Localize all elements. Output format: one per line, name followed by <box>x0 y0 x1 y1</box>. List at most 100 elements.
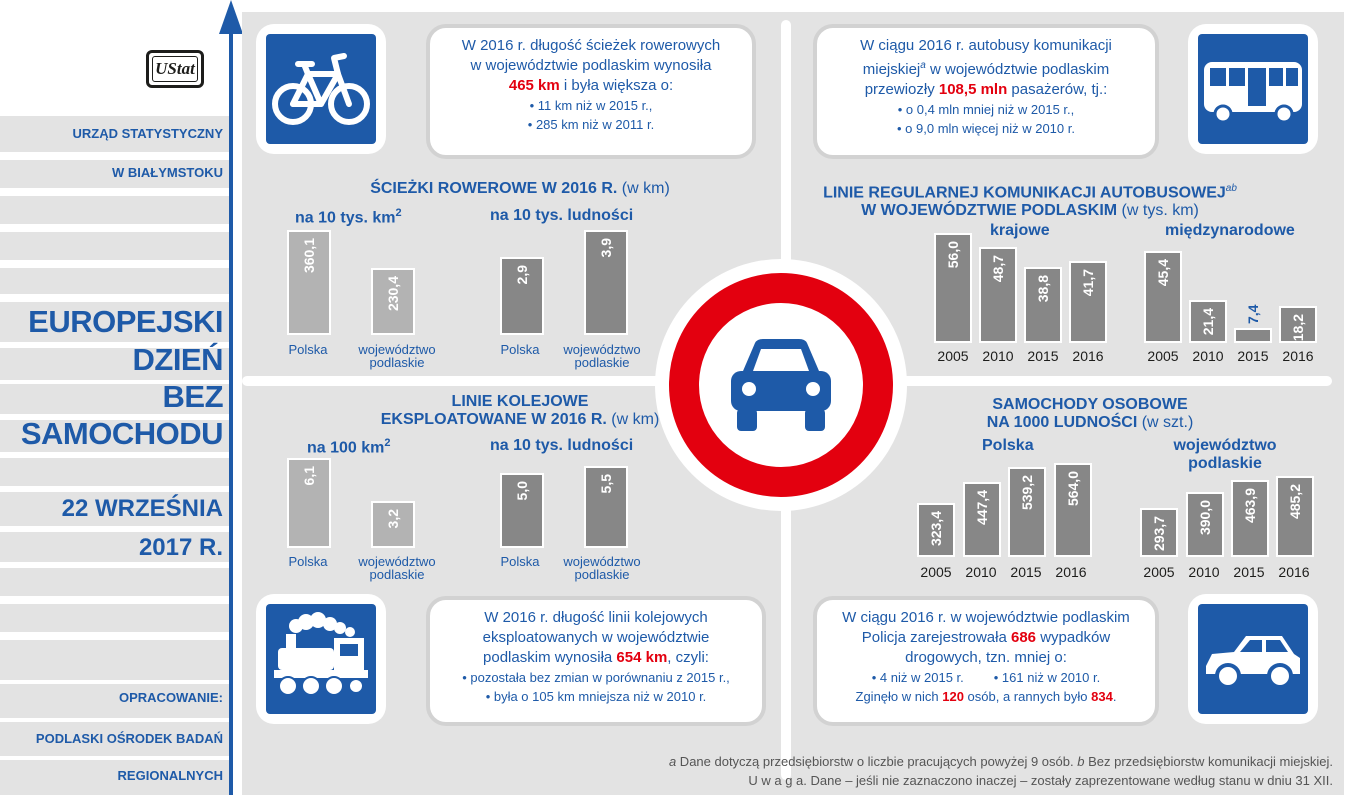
sidebar-stripe <box>0 760 230 795</box>
bus-chart-title: LINIE REGULARNEJ KOMUNIKACJI AUTOBUSOWEJ… <box>820 180 1240 220</box>
panel-label-line: województwo <box>1173 437 1277 454</box>
callout-bullet: • o 9,0 mln więcej niż w 2010 r. <box>897 121 1075 136</box>
sidebar-stripe <box>0 160 230 188</box>
bus-callout: W ciągu 2016 r. autobusy komunikacji mie… <box>813 24 1159 159</box>
cars-bar: 447,4 <box>963 482 1001 557</box>
cars-category-label: 2010 <box>965 564 997 580</box>
bike-panel-label-population: na 10 tys. ludności <box>490 207 634 224</box>
sidebar-stripe <box>0 604 230 632</box>
sidebar-stripe <box>0 348 230 380</box>
callout-bullet: • o 0,4 mln mniej niż w 2015 r., <box>897 102 1075 117</box>
bike-category-label: województwo podlaskie <box>358 342 436 370</box>
sidebar-stripe <box>0 458 230 486</box>
sidebar-stripe <box>0 302 230 342</box>
footnote-text: Bez przedsiębiorstw komunikacji miejskie… <box>1084 754 1333 769</box>
highlight-value: 686 <box>1011 629 1037 646</box>
highlight-value: 834 <box>1091 689 1113 704</box>
bike-bar-value: 2,9 <box>514 265 530 285</box>
cars-bar-value: 564,0 <box>1065 471 1081 507</box>
bus-category-label: 2015 <box>1237 348 1269 364</box>
bus-bar: 38,8 <box>1024 267 1062 343</box>
cars-bar: 293,7 <box>1140 508 1178 557</box>
prepared-by-line2: REGIONALNYCH <box>117 768 223 783</box>
chart-title-line2: NA 1000 LUDNOŚCI (w szt.) <box>940 414 1240 432</box>
bike-bar-value: 230,4 <box>385 276 401 312</box>
bicycle-sign <box>256 24 386 154</box>
bike-paths-callout: W 2016 r. długość ścieżek rowerowych w w… <box>426 24 756 159</box>
chart-unit: (w szt.) <box>1137 414 1194 431</box>
rail-bar-value: 5,5 <box>598 474 614 494</box>
cars-bar: 539,2 <box>1008 467 1046 557</box>
callout-text: 465 km i była większa o: <box>430 76 752 96</box>
highlight-value: 654 km <box>616 649 668 666</box>
footnote-text: Dane dotyczą przedsiębiorstw o liczbie p… <box>676 754 1078 769</box>
callout-text-rest: i była większa o: <box>559 77 674 94</box>
cars-bar: 390,0 <box>1186 492 1224 557</box>
sidebar-stripe <box>0 420 230 452</box>
rail-panel-label-area: na 100 km2 <box>307 437 391 457</box>
vertical-arrow-line <box>229 22 233 795</box>
callout-text-part: miejskiej <box>862 61 921 78</box>
chart-unit: (w km) <box>617 180 670 197</box>
bus-category-label: 2005 <box>937 348 969 364</box>
sidebar-stripe <box>0 684 230 718</box>
panel-label: na 10 tys. km <box>295 209 396 227</box>
cars-bar: 485,2 <box>1276 476 1314 557</box>
bus-panel-label-domestic: krajowe <box>990 222 1050 239</box>
cars-bar: 564,0 <box>1054 463 1092 557</box>
event-date-line2: 2017 R. <box>138 534 223 561</box>
highlight-value: 465 km <box>508 77 560 94</box>
cars-category-label: 2016 <box>1278 564 1310 580</box>
bus-bar: 48,7 <box>979 247 1017 343</box>
chart-title-line1: LINIE REGULARNEJ KOMUNIKACJI AUTOBUSOWEJ… <box>820 180 1240 202</box>
bike-bar-value: 360,1 <box>301 238 317 274</box>
callout-bullet: • 4 niż w 2015 r. <box>871 670 964 685</box>
callout-text: W 2016 r. długość ścieżek rowerowych <box>461 37 721 54</box>
bike-category-label: Polska <box>288 342 328 357</box>
cars-bar-value: 485,2 <box>1287 484 1303 520</box>
footnote-marker: a <box>668 754 677 769</box>
callout-text-part: osób, a rannych było <box>963 689 1092 704</box>
callout-text-part: . <box>1112 689 1117 704</box>
train-sign <box>256 594 386 724</box>
cars-category-label: 2005 <box>920 564 952 580</box>
bus-bar: 45,4 <box>1144 251 1182 343</box>
police-callout: W ciągu 2016 r. w województwie podlaskim… <box>813 596 1159 726</box>
logo-text: UStat <box>155 59 195 78</box>
rail-callout: W 2016 r. długość linii kolejowych ekspl… <box>426 596 766 726</box>
callout-text-part: Zginęło w nich <box>855 689 943 704</box>
highlight-value: 108,5 mln <box>938 81 1008 98</box>
chart-title-text: EKSPLOATOWANE W 2016 R. <box>380 411 607 428</box>
chart-title-line1: SAMOCHODY OSOBOWE <box>992 396 1188 413</box>
event-title-line1: EUROPEJSKI <box>28 304 223 339</box>
bike-bar: 230,4 <box>371 268 415 335</box>
callout-text-part: przewiozły <box>864 81 939 98</box>
callout-bullets: • 4 niż w 2015 r. • 161 niż w 2010 r. <box>817 668 1155 687</box>
bus-sign <box>1188 24 1318 154</box>
cars-bar: 463,9 <box>1231 480 1269 557</box>
callout-bullet: • 285 km niż w 2011 r. <box>527 117 655 132</box>
chart-title-line2: W WOJEWÓDZTWIE PODLASKIM (w tys. km) <box>820 202 1240 220</box>
event-title-line4: SAMOCHODU <box>20 416 224 451</box>
cars-category-label: 2005 <box>1143 564 1175 580</box>
panel-label-line: podlaskie <box>1188 455 1262 472</box>
rail-bar: 5,0 <box>500 473 544 548</box>
footnote-marker: a <box>920 60 926 71</box>
cars-panel-label-poland: Polska <box>982 437 1034 454</box>
bike-bar: 2,9 <box>500 257 544 335</box>
bus-bar-value: 21,4 <box>1200 308 1216 336</box>
superscript: 2 <box>395 207 402 219</box>
callout-text: miejskieja w województwie podlaskim <box>817 56 1155 80</box>
bus-bar: 21,4 <box>1189 300 1227 343</box>
bus-category-label: 2016 <box>1072 348 1104 364</box>
cars-category-label: 2016 <box>1055 564 1087 580</box>
footnote-marker: ab <box>1225 183 1237 194</box>
bike-bar-value: 3,9 <box>598 238 614 258</box>
chart-title-text: LINIE REGULARNEJ KOMUNIKACJI AUTOBUSOWEJ <box>823 184 1226 202</box>
no-motor-vehicles-sign-icon <box>655 259 907 511</box>
org-name-line2: W BIAŁYMSTOKU <box>112 165 223 180</box>
bike-bar: 3,9 <box>584 230 628 335</box>
cars-bar-value: 390,0 <box>1197 500 1213 536</box>
event-title-line2: DZIEŃ <box>132 342 224 377</box>
bus-bar: 41,7 <box>1069 261 1107 343</box>
